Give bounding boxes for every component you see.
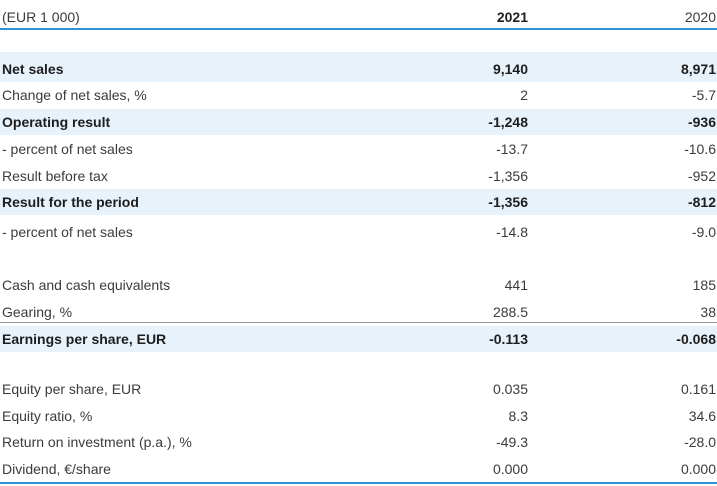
value-2021: 0.035 [492, 381, 528, 397]
table-row: Gearing, % 288.5 38 [0, 299, 717, 325]
row-label: Result before tax [2, 168, 108, 184]
value-2020: -0.068 [676, 331, 716, 347]
year-2020-header: 2020 [684, 9, 716, 25]
row-label: - percent of net sales [2, 224, 133, 240]
year-2021-header: 2021 [496, 9, 528, 25]
table-row: Return on investment (p.a.), % -49.3 -28… [0, 429, 717, 455]
table-row: Result before tax -1,356 -952 [0, 163, 717, 189]
row-label: Operating result [2, 114, 111, 130]
value-2021: 2 [520, 87, 528, 103]
row-label: Cash and cash equivalents [2, 277, 171, 293]
section-rule [0, 322, 717, 323]
value-2021: -1,356 [488, 168, 528, 184]
table-row: Result for the period -1,356 -812 [0, 189, 717, 215]
unit-label: (EUR 1 000) [2, 9, 80, 25]
row-label: Equity per share, EUR [2, 381, 142, 397]
value-2020: -952 [687, 168, 716, 184]
table-row: - percent of net sales -14.8 -9.0 [0, 219, 717, 245]
value-2021: -13.7 [496, 141, 528, 157]
value-2021: -1,248 [488, 114, 528, 130]
value-2020: -5.7 [691, 87, 716, 103]
value-2020: -28.0 [684, 434, 716, 450]
row-label: Change of net sales, % [2, 87, 147, 103]
table-row: Equity per share, EUR 0.035 0.161 [0, 376, 717, 402]
value-2020: 8,971 [680, 61, 716, 77]
table-row: Change of net sales, % 2 -5.7 [0, 82, 717, 108]
value-2020: 34.6 [688, 408, 716, 424]
value-2020: 0.161 [680, 381, 716, 397]
table-row: Equity ratio, % 8.3 34.6 [0, 403, 717, 429]
value-2021: 441 [504, 277, 528, 293]
row-label: Equity ratio, % [2, 408, 93, 424]
value-2020: -10.6 [684, 141, 716, 157]
spacer-stripe [0, 52, 717, 56]
table-row: Cash and cash equivalents 441 185 [0, 272, 717, 298]
value-2021: -1,356 [488, 194, 528, 210]
value-2021: -0.113 [489, 331, 528, 347]
value-2020: -812 [687, 194, 716, 210]
value-2021: 9,140 [492, 61, 528, 77]
value-2021: -49.3 [496, 434, 528, 450]
table-row: Net sales 9,140 8,971 [0, 56, 717, 82]
value-2020: 185 [692, 277, 716, 293]
row-label: Net sales [2, 61, 64, 77]
table-row: Operating result -1,248 -936 [0, 109, 717, 135]
row-label: Gearing, % [2, 304, 73, 320]
value-2021: 288.5 [492, 304, 528, 320]
row-label: Return on investment (p.a.), % [2, 434, 192, 450]
value-2020: 38 [700, 304, 716, 320]
table-row: - percent of net sales -13.7 -10.6 [0, 136, 717, 162]
header-rule [0, 28, 717, 30]
value-2020: -9.0 [691, 224, 716, 240]
table-header-row: (EUR 1 000) 2021 2020 [0, 4, 717, 30]
value-2020: 0.000 [680, 461, 716, 477]
value-2020: -936 [687, 114, 716, 130]
bottom-rule [0, 482, 717, 484]
row-label: Result for the period [2, 194, 139, 210]
row-label: - percent of net sales [2, 141, 133, 157]
value-2021: 8.3 [508, 408, 528, 424]
table-row: Earnings per share, EUR -0.113 -0.068 [0, 326, 717, 352]
table-row: Dividend, €/share 0.000 0.000 [0, 456, 717, 482]
row-label: Earnings per share, EUR [2, 331, 167, 347]
row-label: Dividend, €/share [2, 461, 111, 477]
value-2021: 0.000 [492, 461, 528, 477]
value-2021: -14.8 [496, 224, 528, 240]
